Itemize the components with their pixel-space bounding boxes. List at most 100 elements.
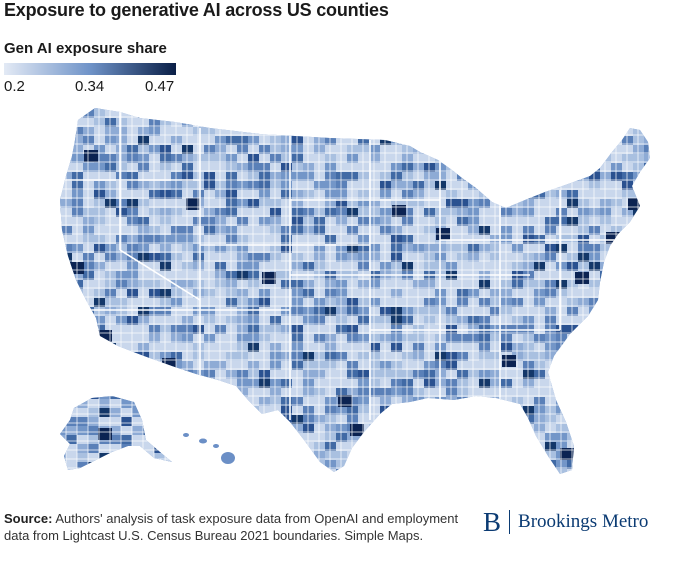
county-cell (523, 451, 534, 460)
county-cell (160, 406, 171, 415)
county-cell (512, 478, 523, 487)
county-cell (61, 343, 72, 352)
county-cell (61, 478, 72, 487)
county-cell (347, 478, 358, 487)
county-cell (182, 469, 193, 474)
county-cell (446, 478, 457, 487)
county-cell (490, 109, 501, 118)
county-cell (402, 118, 413, 127)
county-cell (589, 154, 600, 163)
county-cell (259, 442, 270, 451)
county-cell (138, 388, 149, 397)
county-cell (446, 154, 457, 163)
county-cell (512, 127, 523, 136)
county-cell (633, 334, 644, 343)
county-cell (138, 370, 149, 379)
county-cell (600, 298, 611, 307)
county-cell (622, 397, 633, 406)
county-cell (578, 379, 589, 388)
county-cell (160, 478, 171, 487)
county-cell (578, 334, 589, 343)
county-cell (490, 190, 501, 199)
county-cell (424, 442, 435, 451)
county-cell (523, 154, 534, 163)
county-cell (132, 453, 143, 462)
county-cell (611, 406, 622, 415)
county-cell (402, 415, 413, 424)
county-cell (622, 460, 633, 469)
county-cell (567, 361, 578, 370)
county-cell (66, 396, 77, 399)
county-cell (270, 451, 281, 460)
county-cell (270, 478, 281, 487)
county-cell (72, 352, 83, 361)
county-cell (165, 396, 172, 399)
county-cell (171, 109, 182, 118)
brookings-logo: B Brookings Metro (483, 507, 648, 537)
county-cell (336, 478, 347, 487)
county-cell (61, 136, 72, 145)
county-cell (655, 397, 666, 406)
county-cell (534, 108, 545, 109)
county-cell (204, 451, 215, 460)
county-cell (578, 442, 589, 451)
county-cell (655, 415, 666, 424)
county-cell (644, 289, 650, 298)
county-cell (303, 451, 314, 460)
county-cell (149, 379, 160, 388)
county-cell (435, 145, 446, 154)
county-cell (534, 460, 545, 469)
county-cell (402, 442, 413, 451)
county-cell (413, 406, 424, 415)
county-cell (589, 316, 600, 325)
county-cell (270, 424, 281, 433)
county-cell (446, 136, 457, 145)
county-cell (644, 316, 650, 325)
county-cell (655, 379, 666, 388)
county-cell (644, 172, 650, 181)
county-cell (116, 460, 127, 469)
county-cell (655, 145, 666, 154)
county-cell (259, 460, 270, 469)
county-cell (165, 444, 172, 453)
county-cell (369, 469, 380, 474)
county-cell (226, 424, 237, 433)
county-cell (281, 109, 292, 118)
county-cell (611, 433, 622, 442)
county-cell (501, 469, 512, 474)
county-cell (512, 406, 523, 415)
county-cell (622, 262, 633, 271)
county-cell (83, 352, 94, 361)
county-cell (446, 109, 457, 118)
county-cell (633, 415, 644, 424)
county-cell (358, 451, 369, 460)
county-cell (589, 469, 600, 474)
county-cell (589, 478, 600, 487)
county-cell (60, 396, 66, 399)
county-cell (127, 469, 138, 474)
county-cell (402, 109, 413, 118)
county-cell (501, 190, 512, 199)
county-cell (534, 109, 545, 118)
county-cell (60, 262, 61, 271)
county-cell (622, 478, 633, 487)
county-cell (402, 478, 413, 487)
county-cell (259, 469, 270, 474)
county-cell (380, 108, 391, 109)
county-cell (182, 442, 193, 451)
county-cell (204, 406, 215, 415)
county-cell (105, 478, 116, 487)
county-cell (226, 478, 237, 487)
county-cell (259, 478, 270, 487)
county-cell (655, 136, 666, 145)
county-cell (237, 460, 248, 469)
county-cell (215, 397, 226, 406)
county-cell (567, 154, 578, 163)
county-cell (60, 145, 61, 154)
county-cell (193, 397, 204, 406)
county-cell (633, 181, 644, 190)
county-cell (611, 379, 622, 388)
county-cell (402, 433, 413, 442)
county-cell (479, 145, 490, 154)
county-cell (413, 451, 424, 460)
